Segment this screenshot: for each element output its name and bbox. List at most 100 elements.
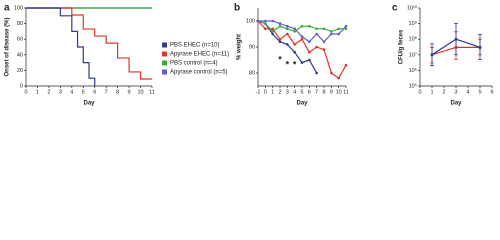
annotation: * — [293, 60, 297, 70]
annotation: * — [286, 60, 290, 70]
x-tick-label: 11 — [343, 89, 349, 95]
y-tick-label: 100 — [246, 18, 255, 24]
y-tick-label: 80 — [17, 21, 23, 27]
y-tick-label: 10⁸ — [409, 36, 417, 43]
point — [322, 48, 326, 51]
point — [293, 50, 296, 54]
point — [330, 71, 333, 75]
point — [286, 43, 289, 46]
x-axis-label: Day — [83, 101, 95, 107]
y-tick-label: 60 — [17, 37, 23, 43]
x-tick-label: 0 — [24, 89, 27, 95]
y-tick-label: 10⁵ — [409, 82, 417, 89]
x-tick-label: 1 — [271, 89, 274, 95]
point — [430, 53, 434, 57]
point — [454, 37, 458, 41]
point — [315, 32, 318, 36]
y-axis-label: CFU/g feces — [399, 29, 405, 64]
point — [308, 40, 311, 44]
point — [293, 30, 296, 33]
y-tick-label: 40 — [17, 52, 23, 58]
x-tick-label: 1 — [430, 89, 433, 95]
panel-label: c — [392, 3, 398, 14]
point — [308, 58, 311, 62]
x-tick-label: 7 — [315, 89, 318, 95]
x-tick-label: 0 — [418, 89, 421, 95]
point — [264, 19, 267, 23]
x-tick-label: 3 — [454, 89, 457, 95]
point — [278, 24, 282, 28]
legend-label: Apyrase control (n=5) — [170, 70, 228, 76]
point — [278, 37, 282, 41]
point — [286, 27, 289, 31]
series-line — [26, 7, 152, 80]
x-tick-label: 8 — [116, 89, 119, 95]
y-tick-label: 100 — [14, 5, 23, 11]
point — [315, 27, 318, 31]
point — [271, 19, 274, 23]
point — [293, 27, 296, 31]
point — [256, 19, 260, 23]
x-tick-label: 2 — [442, 89, 445, 95]
x-tick-label: 3 — [286, 89, 289, 95]
point — [278, 40, 282, 44]
legend-swatch — [162, 51, 167, 57]
point — [337, 27, 340, 31]
point — [300, 24, 304, 28]
point — [322, 40, 326, 44]
panel-label: b — [234, 3, 240, 14]
x-tick-label: 10 — [137, 89, 143, 95]
y-tick-label: 10⁶ — [409, 67, 417, 74]
x-tick-label: 6 — [93, 89, 96, 95]
point — [308, 24, 311, 28]
x-tick-label: 4 — [293, 89, 296, 95]
x-tick-label: 2 — [278, 89, 281, 95]
x-tick-label: 9 — [330, 89, 333, 95]
y-tick-label: 20 — [17, 68, 23, 74]
x-tick-label: 4 — [70, 89, 73, 95]
point — [271, 32, 274, 36]
y-tick-label: 10¹⁰ — [407, 4, 418, 11]
point — [344, 24, 348, 28]
x-tick-label: 7 — [105, 89, 108, 95]
legend-label: PBS EHEC (n=10) — [170, 43, 220, 49]
point — [264, 22, 267, 25]
panel-label: a — [4, 3, 10, 14]
point — [278, 22, 282, 25]
x-tick-label: 8 — [322, 89, 325, 95]
point — [330, 32, 333, 36]
x-tick-label: 2 — [47, 89, 50, 95]
x-axis-label: Day — [296, 101, 308, 107]
point — [315, 71, 318, 75]
point — [271, 30, 274, 33]
point — [308, 50, 311, 54]
legend-swatch — [162, 60, 167, 66]
legend-swatch — [162, 42, 167, 48]
x-tick-label: 6 — [490, 89, 493, 95]
y-axis-label: % weight — [237, 34, 243, 60]
y-tick-label: 90 — [249, 44, 255, 50]
x-axis-label: Day — [450, 101, 462, 107]
series-line — [26, 7, 96, 86]
point — [344, 27, 348, 31]
x-tick-label: 5 — [478, 89, 481, 95]
y-axis-label: Onset of disease (%) — [5, 17, 11, 76]
legend-swatch — [162, 69, 167, 75]
x-tick-label: 1 — [36, 89, 39, 95]
y-tick-label: 80 — [249, 70, 255, 76]
x-tick-label: 5 — [300, 89, 303, 95]
point — [344, 63, 348, 67]
x-tick-label: -1 — [256, 89, 261, 95]
x-tick-label: 11 — [149, 89, 155, 95]
point — [286, 32, 289, 36]
x-tick-label: 10 — [336, 89, 342, 95]
point — [300, 37, 304, 41]
y-tick-label: 0 — [20, 83, 23, 89]
legend-label: PBS control (n=4) — [170, 61, 218, 67]
point — [315, 45, 318, 49]
point — [330, 30, 333, 33]
x-tick-label: 6 — [308, 89, 311, 95]
point — [478, 46, 482, 49]
x-tick-label: 0 — [264, 89, 267, 95]
point — [322, 27, 326, 31]
